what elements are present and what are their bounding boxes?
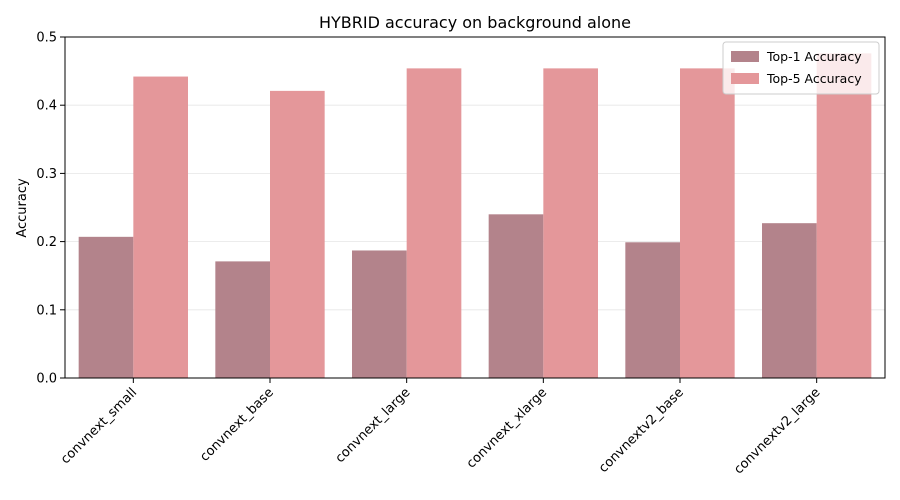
- y-tick-label: 0.4: [36, 99, 57, 114]
- bar-top1-convnext-base: [215, 261, 270, 378]
- bars: [78, 53, 872, 379]
- bar-top5-convnext-xlarge: [543, 68, 598, 378]
- y-axis-title: Accuracy: [15, 178, 30, 238]
- bar-top1-convnextv2-base: [625, 242, 680, 378]
- x-tick-label: convnextv2_large: [731, 385, 823, 477]
- legend-swatch: [731, 51, 759, 62]
- legend-box: [722, 41, 880, 95]
- legend: Top-1 Accuracy Top-5 Accuracy: [722, 41, 880, 95]
- y-tick-label: 0.1: [36, 303, 57, 318]
- y-tick-label: 0.0: [36, 372, 57, 387]
- y-tick-label: 0.3: [36, 167, 57, 182]
- x-tick-label: convnext_large: [333, 385, 414, 466]
- y-tick-label: 0.5: [36, 31, 57, 46]
- bar-top5-convnext-large: [406, 68, 462, 378]
- chart-title: HYBRID accuracy on background alone: [319, 13, 631, 32]
- legend-swatch: [731, 73, 759, 84]
- bar-top1-convnextv2-large: [762, 223, 817, 378]
- x-tick-label: convnext_small: [58, 385, 140, 467]
- bar-top1-convnext-xlarge: [488, 214, 544, 378]
- bar-top5-convnextv2-large: [816, 53, 872, 378]
- plot-frame: [64, 36, 886, 379]
- legend-label: Top-1 Accuracy: [766, 49, 862, 64]
- bar-top5-convnext-small: [133, 76, 188, 378]
- bar-top1-convnext-small: [78, 236, 134, 378]
- x-ticks: convnext_small convnext_base convnext_larg…: [58, 378, 823, 477]
- bar-top1-convnext-large: [352, 250, 407, 378]
- bar-top5-convnextv2-base: [680, 68, 735, 378]
- x-tick-label: convnext_xlarge: [464, 385, 550, 471]
- y-tick-label: 0.2: [36, 235, 57, 250]
- y-ticks: 0.0 0.1 0.2 0.3 0.4 0.5: [36, 31, 65, 387]
- axes: [64, 36, 886, 379]
- legend-label: Top-5 Accuracy: [766, 71, 862, 86]
- x-tick-label: convnext_base: [197, 385, 276, 464]
- x-tick-label: convnextv2_base: [596, 385, 687, 476]
- bar-top5-convnext-base: [270, 90, 325, 379]
